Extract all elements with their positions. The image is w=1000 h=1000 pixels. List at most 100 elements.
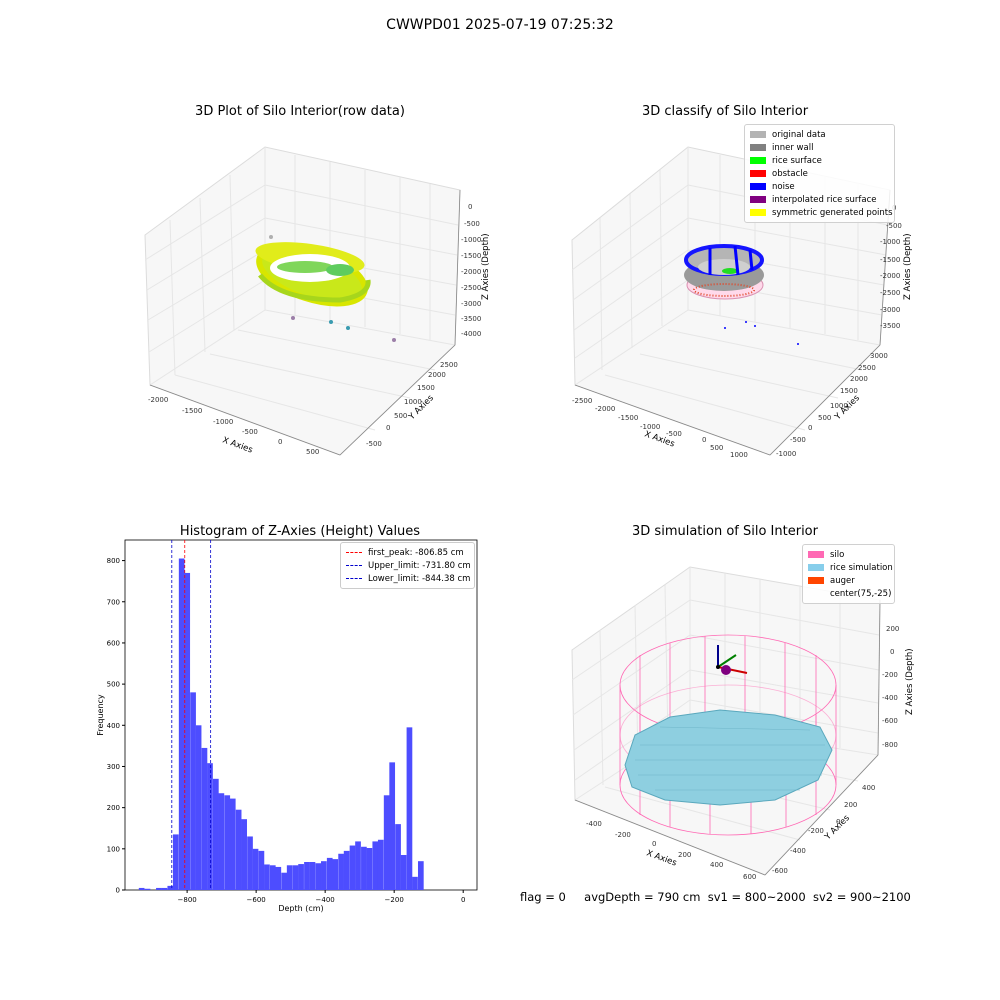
- x-tick: 0: [702, 436, 706, 444]
- legend-item-upper-limit: Upper_limit: -731.80 cm: [346, 559, 471, 572]
- raw-z-label: Z Axies (Depth): [481, 233, 491, 300]
- histogram-bar: [207, 763, 213, 890]
- y-tick: 0: [386, 424, 390, 432]
- histogram-bar: [201, 747, 208, 890]
- z-tick: -2500: [880, 289, 900, 297]
- simulation-x-label: X Axies: [645, 848, 678, 868]
- z-tick: -600: [882, 717, 898, 725]
- classify-x-ticks: -2500 -2000 -1500 -1000 -500 0 500 1000: [572, 397, 748, 459]
- x-tick-label: −800: [178, 896, 197, 904]
- histogram-bar: [258, 850, 265, 890]
- x-tick: 200: [678, 851, 691, 859]
- legend-swatch: [808, 551, 824, 558]
- histogram-bar: [343, 850, 350, 890]
- y-tick: 2500: [858, 364, 876, 372]
- x-tick: 0: [652, 840, 656, 848]
- histogram-x-label: Depth (cm): [278, 904, 323, 913]
- y-tick: 1500: [840, 387, 858, 395]
- z-tick: -2500: [461, 284, 481, 292]
- histogram-bar: [417, 861, 424, 890]
- x-tick-label: 0: [461, 896, 465, 904]
- raw-3d-panes: [144, 146, 461, 456]
- x-tick: 500: [710, 444, 723, 452]
- y-tick-label: 300: [107, 763, 120, 771]
- z-tick: -2000: [880, 272, 900, 280]
- histogram-bar: [286, 865, 293, 890]
- y-tick-label: 500: [107, 681, 120, 689]
- legend-swatch: [750, 131, 766, 138]
- simulation-z-label: Z Axies (Depth): [905, 648, 915, 715]
- histogram-bar: [275, 866, 282, 890]
- legend-item-first-peak: first_peak: -806.85 cm: [346, 546, 469, 559]
- sv2-text: sv2 = 900~2100: [812, 890, 911, 904]
- y-tick: 500: [394, 412, 407, 420]
- simulation-axes-lines: [574, 599, 881, 876]
- z-tick: -1500: [461, 252, 481, 260]
- x-tick: -400: [586, 820, 602, 828]
- simulation-legend: silo rice simulation auger center(75,-25…: [802, 544, 895, 604]
- histogram-chart: −800 −600 −400 −200 0 0 100 200 300 400 500 600 700…: [96, 539, 478, 913]
- histogram-title: Histogram of Z-Axies (Height) Values: [179, 524, 421, 539]
- raw-3d-plot: -2000 -1500 -1000 -500 0 500 X Axies -50…: [144, 146, 491, 456]
- classify-y-ticks: -1000 -500 0 500 1000 1500 2000 2500 300…: [776, 352, 888, 458]
- rice-simulation-surface: [624, 709, 833, 806]
- legend-label: original data: [772, 129, 826, 140]
- y-tick-label: 100: [107, 845, 120, 853]
- z-tick: -200: [882, 671, 898, 679]
- histogram-bar: [406, 727, 413, 890]
- x-tick: -500: [666, 430, 682, 438]
- simulation-3d-plot: -400 -200 0 200 400 600 X Axies -600 -40…: [571, 566, 915, 881]
- x-tick: 600: [743, 873, 756, 881]
- y-tick: 1500: [417, 384, 435, 392]
- y-tick: 1000: [404, 398, 422, 406]
- legend-item-original-data: original data: [750, 128, 889, 141]
- legend-item-rice-simulation: rice simulation: [808, 561, 893, 574]
- histogram-bar: [229, 798, 236, 890]
- histogram-bar: [235, 809, 242, 890]
- z-tick: -800: [882, 741, 898, 749]
- z-tick: -3500: [880, 322, 900, 330]
- legend-item-auger: auger: [808, 574, 889, 587]
- z-tick: -1000: [461, 236, 481, 244]
- histogram-bar: [161, 887, 168, 890]
- legend-item-rice-surface: rice surface: [750, 154, 889, 167]
- legend-item-silo: silo: [808, 548, 889, 561]
- histogram-bar: [389, 762, 396, 890]
- classify-panel-title: 3D classify of Silo Interior: [641, 104, 809, 119]
- legend-label: center(75,-25): [830, 588, 892, 599]
- histogram-bar: [172, 834, 179, 890]
- y-tick: -400: [790, 847, 806, 855]
- raw-point-cloud: [255, 235, 396, 342]
- legend-label: Upper_limit: -731.80 cm: [368, 560, 471, 571]
- z-tick: -3000: [880, 306, 900, 314]
- legend-item-interpolated-rice-surface: interpolated rice surface: [750, 193, 889, 206]
- x-tick: -2000: [148, 396, 168, 404]
- x-tick: -1000: [640, 423, 660, 431]
- legend-item-obstacle: obstacle: [750, 167, 889, 180]
- z-tick: 200: [886, 625, 899, 633]
- x-tick: -1000: [213, 418, 233, 426]
- legend-item-symmetric-generated-points: symmetric generated points: [750, 206, 893, 219]
- legend-label: interpolated rice surface: [772, 194, 877, 205]
- simulation-x-ticks: -400 -200 0 200 400 600: [586, 820, 756, 881]
- histogram-bar: [292, 865, 299, 890]
- histogram-bar: [138, 887, 145, 890]
- legend-label: first_peak: -806.85 cm: [368, 547, 464, 558]
- raw-y-ticks: -500 0 500 1000 1500 2000 2500: [366, 361, 458, 448]
- legend-label: rice simulation: [830, 562, 893, 573]
- x-tick: 1000: [730, 451, 748, 459]
- z-tick: -3000: [461, 300, 481, 308]
- z-tick: -2000: [461, 268, 481, 276]
- y-tick: 400: [862, 784, 875, 792]
- x-tick-label: −600: [247, 896, 266, 904]
- histogram-x-ticks: −800 −600 −400 −200 0: [178, 890, 465, 904]
- z-tick: -3500: [461, 315, 481, 323]
- histogram-bar: [252, 848, 259, 890]
- histogram-legend: first_peak: -806.85 cm Upper_limit: -731…: [340, 542, 475, 589]
- histogram-bar: [264, 864, 270, 890]
- y-tick: 0: [836, 818, 840, 826]
- histogram-bar: [269, 865, 276, 890]
- legend-item-center: center(75,-25): [808, 587, 892, 600]
- histogram-y-ticks: 0 100 200 300 400 500 600 700 800: [107, 557, 125, 895]
- y-tick-label: 800: [107, 557, 120, 565]
